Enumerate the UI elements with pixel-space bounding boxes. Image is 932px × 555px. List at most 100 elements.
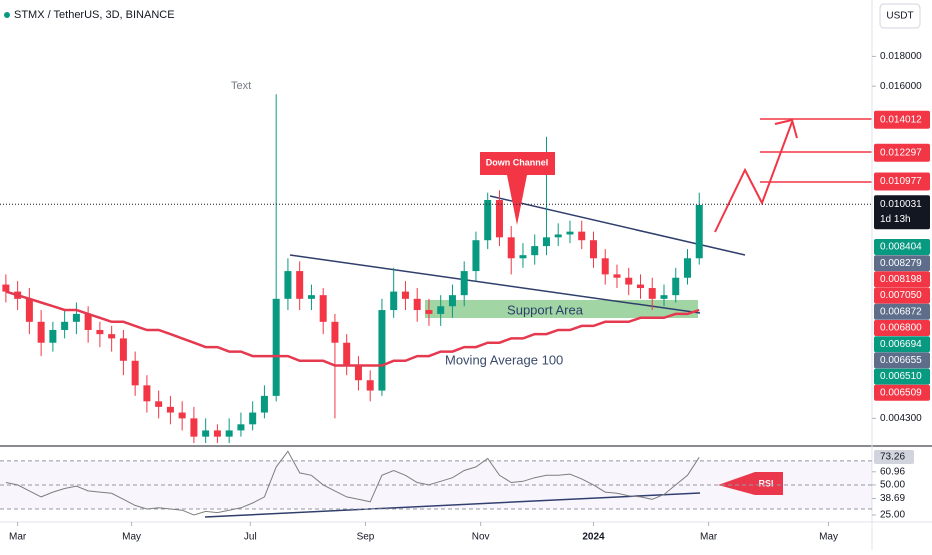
- rsi-tick-label: 50.00: [880, 480, 905, 491]
- candle-body: [413, 298, 421, 311]
- price-label-box: [874, 336, 930, 353]
- price-label-box: [874, 239, 930, 255]
- candle-body: [495, 199, 503, 238]
- channel-lower-line: [289, 254, 701, 314]
- candle-body: [237, 424, 245, 431]
- candle-body: [260, 395, 268, 413]
- candle-body: [378, 310, 386, 391]
- price-label: 0.014012: [880, 114, 922, 125]
- countdown: 1d 13h: [880, 214, 911, 225]
- candle-body: [296, 271, 304, 299]
- annotation: RSI: [758, 478, 773, 488]
- price-group: [2, 94, 703, 444]
- candle-body: [625, 277, 633, 285]
- candle-body: [155, 401, 163, 407]
- rsi-tick-label: 73.26: [880, 452, 905, 463]
- status-dot: [4, 12, 10, 18]
- candle-body: [578, 231, 586, 241]
- candle-body: [636, 284, 644, 289]
- candle-body: [660, 295, 668, 299]
- y-tick-label: 0.016000: [880, 81, 922, 92]
- candle-body: [72, 313, 80, 322]
- candle-body: [307, 295, 315, 299]
- x-tick-label: 2024: [582, 532, 605, 543]
- candle-body: [37, 321, 45, 343]
- candle-body: [695, 205, 703, 259]
- candle-body: [25, 298, 33, 322]
- rsi-value-box: [874, 450, 914, 465]
- price-label-box: [874, 384, 930, 401]
- candle-body: [119, 338, 127, 361]
- candle-body: [2, 284, 10, 292]
- x-tick-label: Mar: [700, 532, 718, 543]
- price-label: 0.008198: [880, 274, 922, 285]
- price-label-box: [874, 271, 930, 288]
- callout-box: [480, 152, 555, 225]
- candle-body: [566, 231, 574, 235]
- candle-body: [401, 291, 409, 299]
- price-label-box: [874, 143, 930, 162]
- candle-body: [166, 406, 174, 413]
- candle-body: [61, 321, 69, 330]
- projection-path: [714, 121, 793, 233]
- callout-box: [718, 472, 783, 495]
- candle-body: [613, 274, 621, 278]
- price-label-box: [874, 255, 930, 272]
- price-label-box: [874, 320, 930, 336]
- candle-body: [542, 237, 550, 247]
- price-label: 0.006655: [880, 355, 922, 366]
- price-label: 0.012297: [880, 147, 922, 158]
- candle-body: [249, 412, 257, 425]
- rsi-tick-label: 60.96: [880, 466, 905, 477]
- price-label: 0.006510: [880, 371, 922, 382]
- candle-body: [589, 240, 597, 259]
- price-label: 0.007050: [880, 290, 922, 301]
- candle-body: [648, 288, 656, 299]
- candle-body: [319, 295, 327, 322]
- x-tick-label: Mar: [9, 532, 27, 543]
- currency[interactable]: USDT: [886, 11, 913, 22]
- price-label: 0.008279: [880, 258, 922, 269]
- candle-body: [531, 246, 539, 256]
- candle-body: [213, 430, 221, 437]
- candle-body: [390, 291, 398, 311]
- price-label: 0.006872: [880, 306, 922, 317]
- candle-body: [178, 412, 186, 419]
- currency-box[interactable]: [879, 3, 921, 29]
- candle-body: [448, 295, 456, 307]
- candle-body: [202, 430, 210, 437]
- candle-body: [460, 271, 468, 296]
- ma-line: [5, 290, 700, 367]
- price-label: 0.010977: [880, 176, 922, 187]
- candle-body: [49, 329, 57, 343]
- candle-body: [131, 360, 139, 386]
- candle-body: [343, 342, 351, 366]
- price-label-box: [874, 195, 930, 230]
- rsi-tick-label: 38.69: [880, 493, 905, 504]
- candle-body: [437, 306, 445, 314]
- price-label: 0.008404: [880, 242, 922, 253]
- candle-body: [225, 430, 233, 437]
- x-tick-label: May: [122, 532, 141, 543]
- candle-body: [272, 298, 280, 396]
- price-label: 0.006694: [880, 339, 922, 350]
- projection-arrow-head: [774, 118, 798, 139]
- annotation: Text: [231, 80, 251, 92]
- price-label: 0.006509: [880, 387, 922, 398]
- price-label-box: [874, 303, 930, 320]
- candle-body: [190, 418, 198, 437]
- candle-body: [143, 385, 151, 402]
- y-tick-label: 0.018000: [880, 51, 922, 62]
- candle-body: [519, 255, 527, 259]
- x-tick-label: May: [819, 532, 838, 543]
- y-tick-label: 0.004300: [880, 413, 922, 424]
- price-label-box: [874, 172, 930, 191]
- candle-body: [108, 334, 116, 339]
- x-tick-label: Nov: [472, 532, 490, 543]
- candle-body: [554, 234, 562, 238]
- rsi-tick-label: 25.00: [880, 510, 905, 521]
- candle-body: [472, 240, 480, 272]
- price-label: 0.010031: [880, 199, 922, 210]
- rsi-trend-line: [204, 492, 701, 518]
